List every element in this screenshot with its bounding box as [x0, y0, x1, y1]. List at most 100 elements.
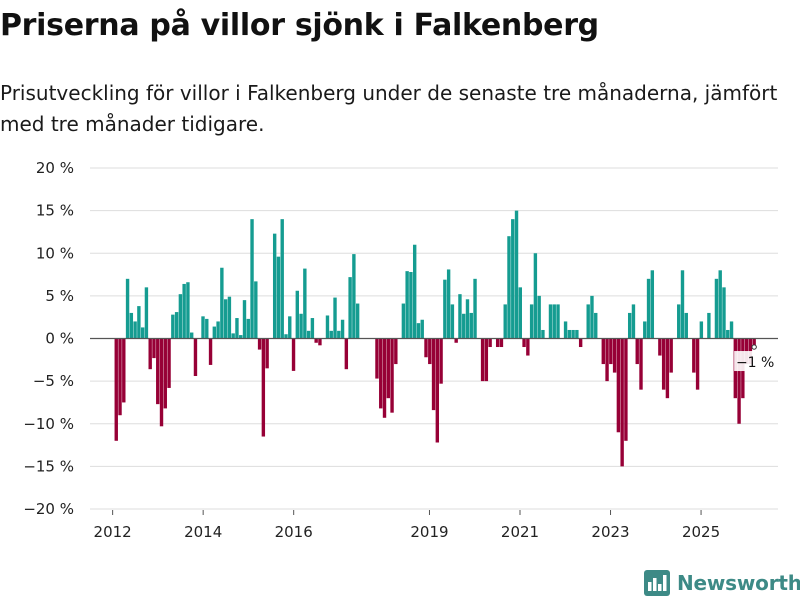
bar [507, 236, 511, 339]
bar [257, 338, 262, 350]
bar [416, 323, 421, 339]
bar [631, 304, 636, 339]
bar [620, 338, 624, 467]
bar [148, 338, 152, 370]
bar [567, 329, 572, 339]
annotation-label: −1 % [736, 355, 774, 371]
bar [443, 279, 447, 339]
bar [439, 338, 443, 384]
bar [726, 329, 730, 339]
annotation-marker [751, 344, 757, 350]
bar [295, 290, 300, 339]
bar [125, 278, 130, 339]
x-tick-label: 2014 [184, 523, 222, 541]
bar [212, 326, 217, 339]
bar [303, 268, 307, 339]
bar [518, 287, 522, 339]
bar [280, 219, 284, 339]
bar [548, 304, 553, 339]
bar [405, 271, 409, 339]
annotation-group: −1 % [734, 344, 779, 372]
x-tick-label: 2016 [275, 523, 313, 541]
bar [578, 338, 583, 348]
bar [465, 299, 470, 339]
bar [412, 244, 417, 339]
bar [537, 295, 541, 339]
bar [714, 278, 719, 339]
bar [250, 219, 254, 339]
bar [382, 338, 387, 418]
bar [129, 312, 134, 339]
bar [556, 304, 560, 339]
bar [529, 304, 534, 339]
bar [699, 321, 704, 339]
bar [235, 318, 239, 339]
bar [586, 304, 590, 339]
bar [189, 332, 194, 339]
bar [658, 338, 662, 356]
bar [386, 338, 390, 399]
bar [428, 338, 432, 365]
bar [454, 338, 458, 343]
bar [114, 338, 118, 441]
bar [612, 338, 617, 373]
bar [201, 316, 205, 339]
y-tick-label: −20 % [23, 500, 74, 518]
bar [541, 329, 545, 339]
bar [140, 327, 145, 339]
y-tick-label: 15 % [36, 202, 74, 220]
y-tick-label: 10 % [36, 244, 74, 262]
bar [163, 338, 167, 409]
bar [424, 338, 428, 358]
bar [299, 313, 303, 339]
brand-logo[interactable]: Newsworthy [644, 568, 800, 598]
bar [329, 330, 333, 339]
bar [171, 314, 175, 339]
bar [552, 304, 556, 339]
bar [288, 316, 292, 339]
bar [605, 338, 609, 382]
bar [469, 312, 473, 339]
bar [379, 338, 383, 409]
bar [643, 321, 647, 339]
x-axis: 2012 2014 2016 2019 2021 2023 2025 [94, 510, 720, 541]
bar [344, 338, 349, 370]
bar [627, 312, 632, 339]
bar [446, 269, 451, 339]
bar [435, 338, 440, 443]
bar [227, 296, 232, 339]
bar [601, 338, 605, 365]
bar [737, 338, 741, 424]
chart-subtitle: Prisutveckling för villor i Falkenberg u… [0, 81, 778, 136]
bar [526, 338, 530, 356]
bar [159, 338, 164, 427]
bar [480, 338, 485, 382]
bar [692, 338, 696, 373]
bar [394, 338, 398, 365]
bar [182, 283, 186, 339]
bar [616, 338, 621, 433]
bar [522, 338, 526, 348]
bar [348, 277, 352, 339]
bar [729, 321, 734, 339]
bar [355, 303, 360, 339]
bar [420, 319, 424, 339]
bar [223, 299, 228, 339]
bar [722, 287, 726, 339]
bar [137, 306, 141, 339]
annotation-background [734, 351, 779, 372]
y-tick-label: 20 % [36, 159, 74, 177]
bar-chart: 20 % 15 % 10 % 5 % 0 % −5 % −10 % −15 % −20 % 20… [23, 159, 779, 541]
bar [216, 321, 220, 339]
bar [340, 319, 345, 339]
bar [646, 278, 651, 339]
bar [242, 300, 247, 339]
bar [409, 272, 413, 339]
bar [514, 210, 519, 339]
bar [752, 338, 756, 348]
brand-name: Newsworthy [677, 571, 800, 595]
bar [639, 338, 643, 390]
bar [677, 304, 681, 339]
bar [314, 338, 318, 343]
bar [178, 294, 183, 339]
